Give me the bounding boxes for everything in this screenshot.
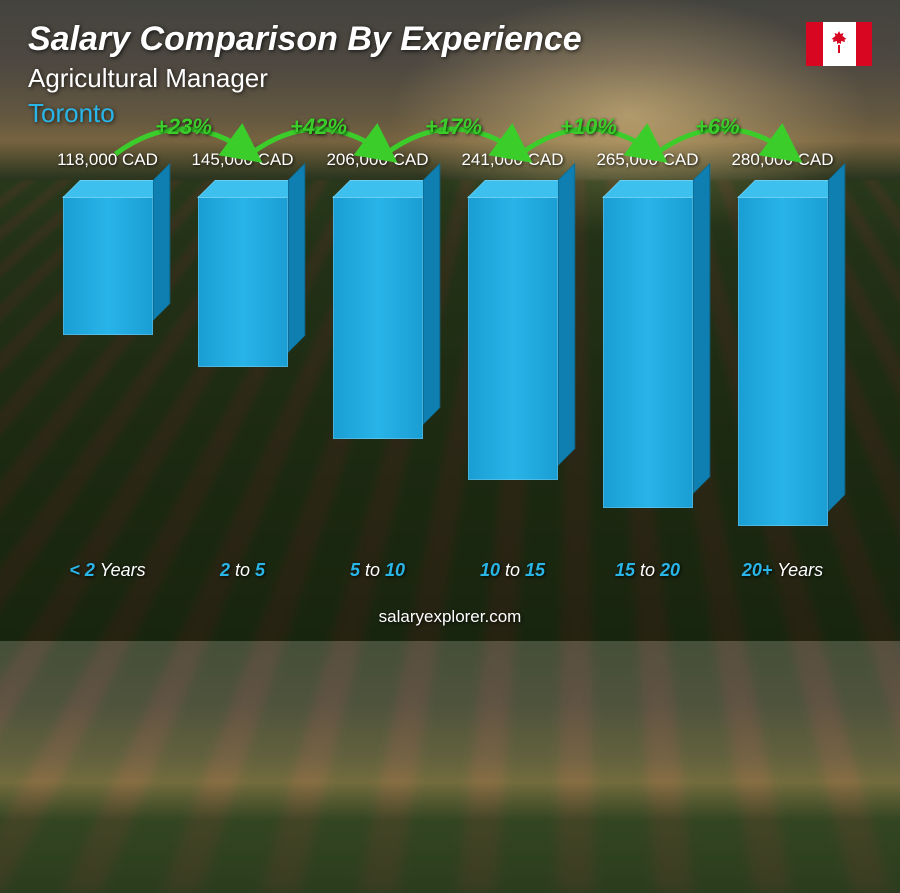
bars-row: 118,000 CAD 145,000 CAD 206,000 CAD 241,…	[40, 150, 850, 549]
chart-subtitle: Agricultural Manager	[28, 63, 872, 94]
bar-value-label: 145,000 CAD	[191, 150, 293, 170]
flag-canada-icon	[806, 22, 872, 66]
bar-chart: 118,000 CAD 145,000 CAD 206,000 CAD 241,…	[40, 150, 850, 581]
x-axis-label: < 2 Years	[40, 560, 175, 581]
bar-front-face	[468, 196, 558, 480]
bar-side-face	[558, 163, 575, 466]
footer-attribution: salaryexplorer.com	[0, 607, 900, 627]
bar-front-face	[333, 196, 423, 439]
bar-side-face	[423, 163, 440, 425]
bar-front-face	[603, 196, 693, 508]
bar-wrap: 206,000 CAD	[310, 150, 445, 549]
x-axis-label: 2 to 5	[175, 560, 310, 581]
bar-side-face	[153, 163, 170, 321]
chart-title: Salary Comparison By Experience	[28, 20, 872, 59]
bar-value-label: 206,000 CAD	[326, 150, 428, 170]
bar-wrap: 265,000 CAD	[580, 150, 715, 549]
bar-wrap: 118,000 CAD	[40, 150, 175, 549]
flag-stripe-left	[806, 22, 823, 66]
chart-city: Toronto	[28, 98, 872, 129]
bar-side-face	[828, 163, 845, 512]
bar-side-face	[693, 163, 710, 494]
bar-front-face	[738, 196, 828, 526]
bar-side-face	[288, 163, 305, 353]
bar-3d	[738, 196, 828, 526]
bar-3d	[63, 196, 153, 335]
x-axis-label: 20+ Years	[715, 560, 850, 581]
x-axis-label: 10 to 15	[445, 560, 580, 581]
bar-value-label: 118,000 CAD	[57, 150, 158, 170]
flag-center	[823, 22, 856, 66]
bar-3d	[603, 196, 693, 508]
maple-leaf-icon	[829, 31, 849, 57]
bar-3d	[333, 196, 423, 439]
x-axis-label: 5 to 10	[310, 560, 445, 581]
bar-value-label: 241,000 CAD	[461, 150, 563, 170]
bar-wrap: 145,000 CAD	[175, 150, 310, 549]
bar-3d	[468, 196, 558, 480]
header: Salary Comparison By Experience Agricult…	[28, 20, 872, 129]
bar-3d	[198, 196, 288, 367]
bar-value-label: 280,000 CAD	[731, 150, 833, 170]
x-axis-labels: < 2 Years2 to 55 to 1010 to 1515 to 2020…	[40, 560, 850, 581]
bar-front-face	[198, 196, 288, 367]
chart-container: Salary Comparison By Experience Agricult…	[0, 0, 900, 641]
bar-wrap: 280,000 CAD	[715, 150, 850, 549]
x-axis-label: 15 to 20	[580, 560, 715, 581]
bar-wrap: 241,000 CAD	[445, 150, 580, 549]
bar-value-label: 265,000 CAD	[596, 150, 698, 170]
flag-stripe-right	[856, 22, 873, 66]
bar-front-face	[63, 196, 153, 335]
